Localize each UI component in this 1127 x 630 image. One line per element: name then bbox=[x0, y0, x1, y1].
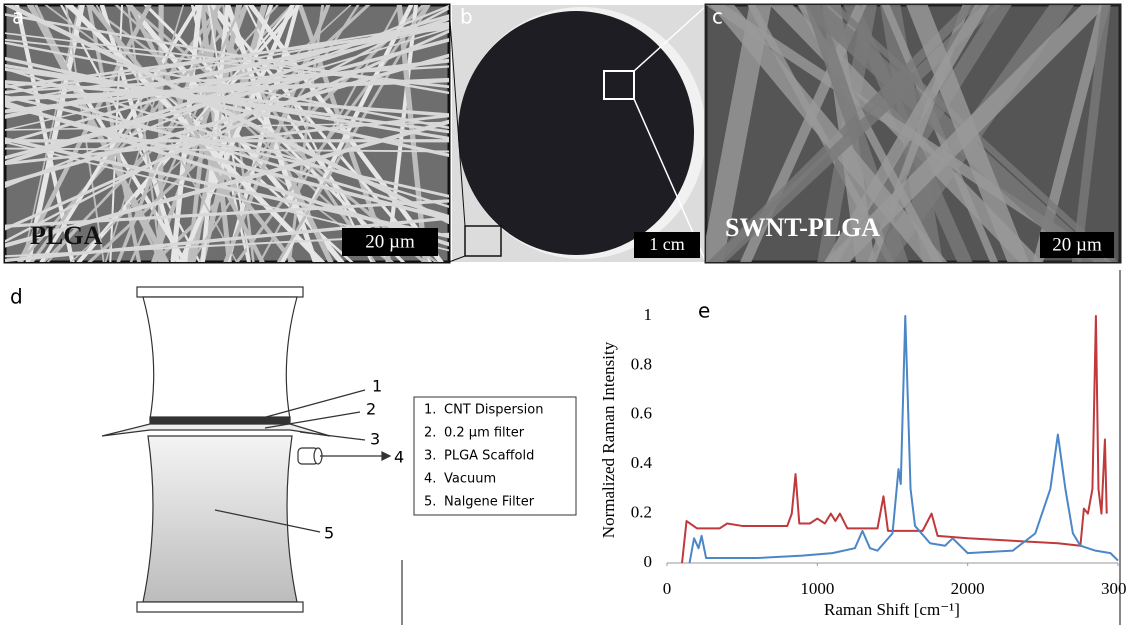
legend-text: Vacuum bbox=[444, 472, 496, 487]
legend-text: 0.2 µm filter bbox=[444, 426, 525, 441]
x-tick-label: 0 bbox=[663, 579, 672, 598]
panel-label: b bbox=[460, 5, 473, 29]
y-tick-label: 0.2 bbox=[631, 503, 652, 522]
legend-text: PLGA Scaffold bbox=[444, 449, 534, 464]
y-tick-label: 0 bbox=[644, 552, 653, 571]
x-tick-label: 1000 bbox=[800, 579, 834, 598]
panel-label: d bbox=[10, 285, 23, 309]
legend-number: 2. bbox=[424, 426, 436, 441]
legend-number: 4. bbox=[424, 472, 436, 487]
figure: a PLGA 20 µm b 1 cm c SWNT-PLGA 20 µm d … bbox=[0, 0, 1127, 625]
caption: SWNT-PLGA bbox=[725, 213, 880, 242]
y-tick-label: 1 bbox=[644, 305, 653, 324]
x-axis-title: Raman Shift [cm⁻¹] bbox=[824, 600, 960, 619]
callout: 3 bbox=[370, 430, 380, 449]
x-tick-label: 3000 bbox=[1101, 579, 1127, 598]
series-line bbox=[682, 316, 1107, 563]
y-tick-label: 0.6 bbox=[631, 404, 652, 423]
panel-label: e bbox=[698, 299, 710, 323]
legend-number: 5. bbox=[424, 495, 436, 510]
callout: 1 bbox=[372, 377, 382, 396]
panel-label: a bbox=[12, 5, 24, 29]
callout: 5 bbox=[324, 524, 334, 543]
swnt-disc bbox=[458, 11, 694, 255]
callout: 4 bbox=[394, 448, 404, 467]
legend-text: Nalgene Filter bbox=[444, 495, 535, 510]
chart: e 0 0.2 0.4 0.6 0.8 1 0 1000 2000 3000 Raman Shift … bbox=[599, 299, 1127, 619]
x-tick-label: 2000 bbox=[951, 579, 985, 598]
legend-number: 1. bbox=[424, 403, 436, 418]
y-tick-label: 0.4 bbox=[631, 453, 653, 472]
panel-label: c bbox=[712, 5, 723, 29]
y-tick-label: 0.8 bbox=[631, 354, 652, 373]
legend-text: CNT Dispersion bbox=[444, 403, 543, 418]
y-axis-title: Normalized Raman Intensity bbox=[599, 341, 618, 538]
scale-bar-label: 20 µm bbox=[365, 231, 415, 252]
filter-diagram bbox=[102, 287, 390, 612]
caption: PLGA bbox=[30, 221, 102, 250]
scale-bar-label: 1 cm bbox=[649, 234, 685, 254]
legend-number: 3. bbox=[424, 449, 436, 464]
callout: 2 bbox=[366, 400, 376, 419]
scale-bar-label: 20 µm bbox=[1052, 234, 1102, 255]
